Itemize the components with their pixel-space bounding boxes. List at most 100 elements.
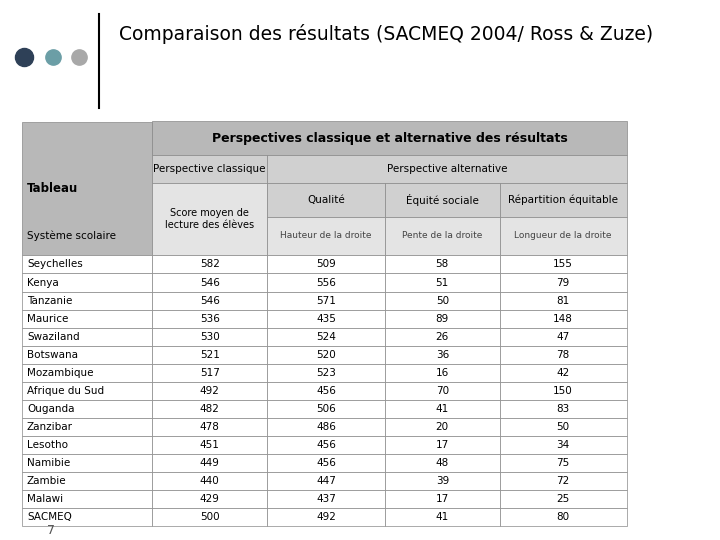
FancyBboxPatch shape [153,183,267,255]
FancyBboxPatch shape [22,292,153,309]
FancyBboxPatch shape [500,418,626,436]
Text: Répartition équitable: Répartition équitable [508,194,618,205]
FancyBboxPatch shape [385,328,500,346]
Text: 39: 39 [436,476,449,487]
Text: Perspectives classique et alternative des résultats: Perspectives classique et alternative de… [212,132,567,145]
FancyBboxPatch shape [153,400,267,418]
Text: Système scolaire: Système scolaire [27,231,116,241]
FancyBboxPatch shape [22,255,153,273]
Text: 17: 17 [436,440,449,450]
FancyBboxPatch shape [153,155,267,183]
FancyBboxPatch shape [385,273,500,292]
Text: Tanzanie: Tanzanie [27,295,72,306]
Text: Perspective classique: Perspective classique [153,164,266,174]
Text: 148: 148 [553,314,573,323]
Text: 25: 25 [557,495,570,504]
FancyBboxPatch shape [153,454,267,472]
Text: Équité sociale: Équité sociale [406,194,479,206]
FancyBboxPatch shape [385,400,500,418]
FancyBboxPatch shape [22,454,153,472]
Text: Afrique du Sud: Afrique du Sud [27,386,104,396]
Text: 482: 482 [199,404,220,414]
FancyBboxPatch shape [385,490,500,509]
Text: 530: 530 [200,332,220,342]
FancyBboxPatch shape [385,292,500,309]
Text: 34: 34 [557,440,570,450]
FancyBboxPatch shape [267,364,385,382]
Text: 48: 48 [436,458,449,468]
Text: 58: 58 [436,259,449,269]
FancyBboxPatch shape [153,436,267,454]
Text: 78: 78 [557,350,570,360]
Text: 520: 520 [316,350,336,360]
FancyBboxPatch shape [153,292,267,309]
Text: 155: 155 [553,259,573,269]
FancyBboxPatch shape [385,418,500,436]
Text: Malawi: Malawi [27,495,63,504]
FancyBboxPatch shape [22,382,153,400]
Text: 506: 506 [316,404,336,414]
Text: 478: 478 [199,422,220,432]
FancyBboxPatch shape [500,255,626,273]
FancyBboxPatch shape [153,382,267,400]
Text: 571: 571 [316,295,336,306]
FancyBboxPatch shape [500,509,626,526]
FancyBboxPatch shape [385,509,500,526]
Text: 486: 486 [316,422,336,432]
Text: 47: 47 [557,332,570,342]
FancyBboxPatch shape [153,122,626,155]
FancyBboxPatch shape [267,454,385,472]
Text: 521: 521 [199,350,220,360]
FancyBboxPatch shape [267,346,385,364]
FancyBboxPatch shape [385,454,500,472]
FancyBboxPatch shape [500,382,626,400]
FancyBboxPatch shape [500,400,626,418]
FancyBboxPatch shape [500,183,626,217]
Text: 500: 500 [200,512,220,523]
Text: 89: 89 [436,314,449,323]
Text: Longueur de la droite: Longueur de la droite [514,232,612,240]
FancyBboxPatch shape [267,436,385,454]
FancyBboxPatch shape [500,292,626,309]
FancyBboxPatch shape [153,309,267,328]
FancyBboxPatch shape [385,382,500,400]
Text: 582: 582 [199,259,220,269]
FancyBboxPatch shape [267,472,385,490]
FancyBboxPatch shape [267,400,385,418]
FancyBboxPatch shape [500,309,626,328]
Text: 50: 50 [436,295,449,306]
FancyBboxPatch shape [500,346,626,364]
Text: 79: 79 [557,278,570,287]
Text: 492: 492 [316,512,336,523]
Text: Qualité: Qualité [307,195,345,205]
Text: Comparaison des résultats (SACMEQ 2004/ Ross & Zuze): Comparaison des résultats (SACMEQ 2004/ … [119,24,652,44]
FancyBboxPatch shape [153,472,267,490]
FancyBboxPatch shape [22,490,153,509]
FancyBboxPatch shape [153,346,267,364]
Text: 51: 51 [436,278,449,287]
FancyBboxPatch shape [385,217,500,255]
Text: Botswana: Botswana [27,350,78,360]
Text: 16: 16 [436,368,449,378]
FancyBboxPatch shape [267,183,385,217]
FancyBboxPatch shape [500,273,626,292]
FancyBboxPatch shape [500,328,626,346]
Text: 456: 456 [316,386,336,396]
FancyBboxPatch shape [22,328,153,346]
Text: 20: 20 [436,422,449,432]
FancyBboxPatch shape [385,436,500,454]
FancyBboxPatch shape [267,418,385,436]
Text: 42: 42 [557,368,570,378]
FancyBboxPatch shape [22,364,153,382]
Text: Zambie: Zambie [27,476,66,487]
Text: 456: 456 [316,440,336,450]
Text: Perspective alternative: Perspective alternative [387,164,507,174]
Text: 36: 36 [436,350,449,360]
FancyBboxPatch shape [153,418,267,436]
Text: 7: 7 [48,524,55,537]
FancyBboxPatch shape [267,509,385,526]
Text: 556: 556 [316,278,336,287]
FancyBboxPatch shape [22,436,153,454]
Text: 72: 72 [557,476,570,487]
FancyBboxPatch shape [385,183,500,217]
